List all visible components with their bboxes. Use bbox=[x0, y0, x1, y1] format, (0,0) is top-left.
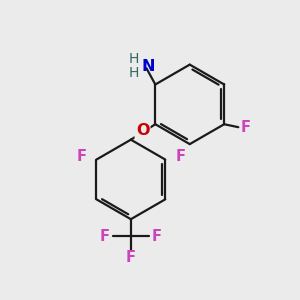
Text: F: F bbox=[100, 229, 110, 244]
Text: O: O bbox=[136, 123, 149, 138]
Text: N: N bbox=[141, 59, 155, 74]
Text: H: H bbox=[129, 66, 139, 80]
Text: F: F bbox=[126, 250, 136, 265]
Text: H: H bbox=[129, 52, 139, 67]
Text: F: F bbox=[176, 149, 186, 164]
Text: F: F bbox=[76, 149, 86, 164]
Text: F: F bbox=[152, 229, 162, 244]
Text: F: F bbox=[241, 120, 251, 135]
